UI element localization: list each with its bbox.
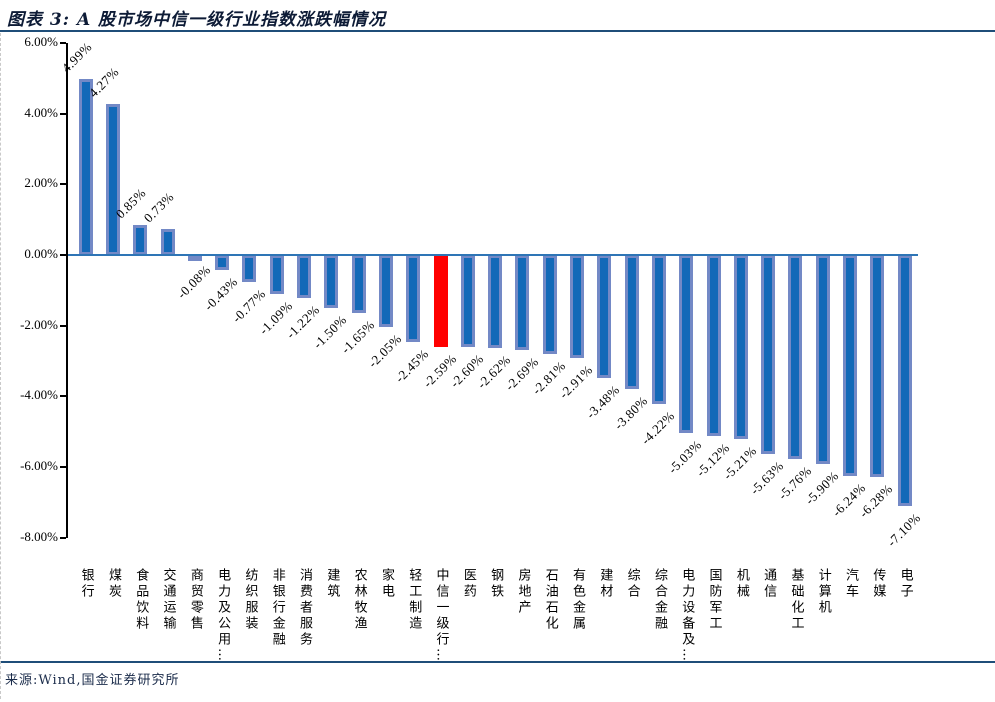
category-label: 非银行金融 bbox=[269, 568, 285, 648]
y-tick-label: -6.00% bbox=[20, 458, 58, 474]
bar bbox=[843, 255, 858, 476]
bar bbox=[488, 255, 503, 348]
category-label: 计算机 bbox=[815, 568, 831, 616]
bar bbox=[515, 255, 530, 351]
category-label: 电力及公用… bbox=[215, 568, 231, 664]
category-label: 农林牧渔 bbox=[351, 568, 367, 632]
category-label: 有色金属 bbox=[570, 568, 586, 632]
category-label: 基础化工 bbox=[788, 568, 804, 632]
y-tick-label: -2.00% bbox=[20, 316, 58, 332]
bar bbox=[242, 255, 257, 283]
bar bbox=[297, 255, 312, 299]
bar bbox=[733, 255, 748, 440]
figure-title: 图表 3: A 股市场中信一级行业指数涨跌幅情况 bbox=[7, 10, 387, 30]
bar bbox=[679, 255, 694, 433]
y-tick-label: 6.00% bbox=[24, 33, 58, 49]
y-tick-mark bbox=[60, 324, 66, 327]
bar bbox=[761, 255, 776, 455]
category-label: 商贸零售 bbox=[187, 568, 203, 632]
bar bbox=[406, 255, 421, 342]
bar bbox=[187, 255, 202, 261]
category-label: 石油石化 bbox=[542, 568, 558, 632]
y-tick-mark bbox=[60, 183, 66, 186]
category-label: 轻工制造 bbox=[406, 568, 422, 632]
bar bbox=[269, 255, 284, 294]
category-label: 中信一级行… bbox=[433, 568, 449, 664]
category-label: 房地产 bbox=[515, 568, 531, 616]
value-label: -7.10% bbox=[883, 510, 924, 550]
category-label: 传媒 bbox=[870, 568, 886, 600]
y-tick-label: 0.00% bbox=[24, 246, 58, 261]
y-tick-mark bbox=[60, 112, 66, 115]
category-label: 建材 bbox=[597, 568, 613, 600]
bar bbox=[105, 104, 120, 255]
y-tick-mark bbox=[60, 395, 66, 398]
bar bbox=[788, 255, 803, 459]
y-tick-label: 4.00% bbox=[24, 104, 58, 120]
bar bbox=[624, 255, 639, 390]
footer-rule bbox=[0, 661, 995, 663]
y-tick-label: -4.00% bbox=[20, 387, 58, 403]
category-label: 银行 bbox=[78, 568, 94, 600]
category-label: 纺织服装 bbox=[242, 568, 258, 632]
category-label: 建筑 bbox=[324, 568, 340, 600]
category-label: 国防军工 bbox=[706, 568, 722, 632]
category-label: 钢铁 bbox=[488, 568, 504, 600]
bar bbox=[324, 255, 339, 309]
category-label: 电子 bbox=[897, 568, 913, 600]
bar bbox=[870, 255, 885, 478]
category-label: 消费者服务 bbox=[297, 568, 313, 648]
category-label: 通信 bbox=[761, 568, 777, 600]
bar bbox=[706, 255, 721, 437]
category-label: 综合金融 bbox=[651, 568, 667, 632]
title-rule bbox=[0, 30, 995, 32]
value-label: -4.22% bbox=[638, 408, 678, 448]
category-label: 交通运输 bbox=[160, 568, 176, 632]
value-label: 4.27% bbox=[85, 64, 122, 101]
category-label: 煤炭 bbox=[105, 568, 121, 600]
bar bbox=[215, 255, 230, 271]
bar bbox=[378, 255, 393, 328]
bar bbox=[351, 255, 366, 314]
y-axis-line bbox=[66, 42, 68, 538]
page-left-border bbox=[0, 33, 1, 699]
category-label: 汽车 bbox=[843, 568, 859, 600]
y-tick-label: 2.00% bbox=[24, 175, 58, 191]
bar bbox=[160, 229, 175, 255]
y-tick-label: -8.00% bbox=[20, 528, 58, 544]
bar bbox=[133, 224, 148, 255]
bar bbox=[460, 255, 475, 347]
category-label: 机械 bbox=[733, 568, 749, 600]
category-label: 食品饮料 bbox=[133, 568, 149, 632]
bar bbox=[597, 255, 612, 379]
y-tick-mark bbox=[60, 536, 66, 539]
value-label: 4.99% bbox=[58, 38, 95, 75]
category-label: 电力设备及… bbox=[679, 568, 695, 664]
category-label: 医药 bbox=[460, 568, 476, 600]
category-label: 综合 bbox=[624, 568, 640, 600]
bar bbox=[570, 255, 585, 358]
bar bbox=[815, 255, 830, 464]
y-tick-mark bbox=[60, 254, 66, 256]
bar-chart: 6.00% 4.00% 2.00% 0.00% -2.00% -4.00% -6.00% -8… bbox=[20, 33, 924, 664]
bar bbox=[651, 255, 666, 405]
bar bbox=[897, 255, 912, 507]
bar-highlight bbox=[433, 255, 448, 347]
category-label: 家电 bbox=[378, 568, 394, 600]
y-tick-mark bbox=[60, 466, 66, 469]
source-note: 来源:Wind,国金证券研究所 bbox=[5, 673, 180, 688]
zero-baseline bbox=[68, 254, 918, 256]
y-tick-mark bbox=[60, 41, 66, 44]
bar bbox=[78, 78, 93, 255]
value-label: -2.05% bbox=[365, 331, 405, 372]
bar bbox=[542, 255, 557, 355]
